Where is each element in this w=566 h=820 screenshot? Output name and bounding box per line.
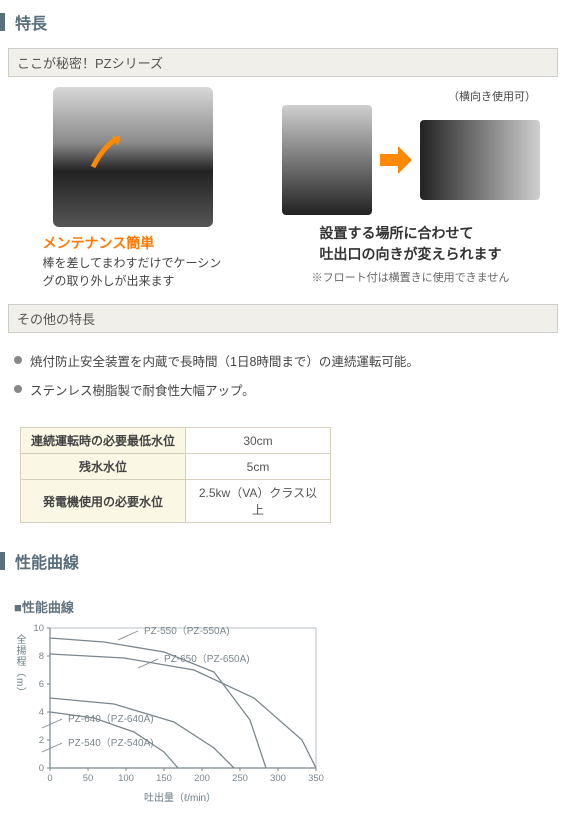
svg-text:10: 10: [33, 623, 44, 634]
section-title-performance: 性能曲線: [0, 543, 566, 579]
feature-left: メンテナンス簡単 棒を差してまわすだけでケーシングの取り外しが出来ます: [10, 87, 255, 290]
section-title-text: 特長: [15, 10, 47, 34]
maintenance-title: メンテナンス簡単: [43, 233, 223, 254]
right-feature-line2: 吐出口の向きが変えられます: [320, 244, 502, 265]
horizontal-note: （横向き使用可）: [448, 91, 536, 103]
section-title-text: 性能曲線: [15, 549, 79, 573]
chart-svg: 1086420050100150200250300350PZ-550（PZ-55…: [14, 620, 344, 800]
arrow-right-icon: [378, 142, 414, 178]
bullet-list: 焼付防止安全装置を内蔵で長時間（1日8時間まで）の連続運転可能。 ステンレス樹脂…: [0, 343, 566, 417]
right-feature-text: 設置する場所に合わせて 吐出口の向きが変えられます: [320, 223, 502, 265]
accent-bar: [0, 552, 5, 570]
svg-text:PZ-550（PZ-550A): PZ-550（PZ-550A): [144, 625, 230, 637]
bullet-text: 焼付防止安全装置を内蔵で長時間（1日8時間まで）の連続運転可能。: [30, 351, 419, 370]
svg-text:0: 0: [47, 773, 52, 784]
section-title-features: 特長: [0, 4, 566, 40]
accent-bar: [0, 13, 5, 31]
spec-label: 発電機使用の必要水位: [21, 480, 186, 523]
svg-text:0: 0: [39, 763, 44, 774]
chart-area: 1086420050100150200250300350PZ-550（PZ-55…: [14, 620, 344, 800]
sub-header-other: その他の特長: [8, 304, 558, 333]
performance-chart: ■性能曲線 1086420050100150200250300350PZ-550…: [0, 587, 566, 820]
maintenance-caption: メンテナンス簡単 棒を差してまわすだけでケーシングの取り外しが出来ます: [43, 233, 223, 290]
bullet-text: ステンレス樹脂製で耐食性大幅アップ。: [30, 380, 255, 399]
svg-text:150: 150: [156, 773, 172, 784]
svg-text:6: 6: [39, 679, 44, 690]
svg-text:50: 50: [83, 773, 94, 784]
right-images: [282, 105, 540, 215]
right-feature-small: ※フロート付は横置きに使用できません: [312, 269, 510, 285]
spec-table: 連続運転時の必要最低水位 30cm 残水水位 5cm 発電機使用の必要水位 2.…: [20, 427, 331, 523]
x-axis-label: 吐出量（ℓ/min）: [144, 789, 216, 804]
feature-right: （横向き使用可） 設置する場所に合わせて 吐出口の向きが変えられます ※フロート…: [255, 87, 556, 285]
spec-value: 2.5kw（VA）クラス以上: [186, 480, 331, 523]
table-row: 連続運転時の必要最低水位 30cm: [21, 428, 331, 454]
svg-text:350: 350: [308, 773, 324, 784]
curved-arrow-icon: [88, 132, 128, 172]
pump-image-left: [53, 87, 213, 227]
svg-text:4: 4: [39, 707, 44, 718]
svg-text:PZ-540（PZ-540A): PZ-540（PZ-540A): [68, 737, 154, 749]
svg-text:300: 300: [270, 773, 286, 784]
right-feature-line1: 設置する場所に合わせて: [320, 223, 502, 244]
sub-header-secret: ここが秘密！PZシリーズ: [8, 48, 558, 77]
bullet-item: ステンレス樹脂製で耐食性大幅アップ。: [14, 380, 552, 399]
spec-value: 30cm: [186, 428, 331, 454]
pump-horizontal-image: [420, 120, 540, 200]
svg-text:250: 250: [232, 773, 248, 784]
bullet-item: 焼付防止安全装置を内蔵で長時間（1日8時間まで）の連続運転可能。: [14, 351, 552, 370]
bullet-dot-icon: [14, 385, 22, 393]
svg-text:PZ-650（PZ-650A): PZ-650（PZ-650A): [164, 653, 250, 665]
spec-value: 5cm: [186, 454, 331, 480]
svg-text:200: 200: [194, 773, 210, 784]
bullet-dot-icon: [14, 356, 22, 364]
pump-vertical-image: [282, 105, 372, 215]
spec-label: 連続運転時の必要最低水位: [21, 428, 186, 454]
svg-text:2: 2: [39, 735, 44, 746]
svg-text:8: 8: [39, 651, 44, 662]
spec-label: 残水水位: [21, 454, 186, 480]
maintenance-desc: 棒を差してまわすだけでケーシングの取り外しが出来ます: [43, 254, 223, 290]
svg-text:100: 100: [118, 773, 134, 784]
y-axis-label: 全揚程（m）: [12, 634, 27, 698]
table-row: 発電機使用の必要水位 2.5kw（VA）クラス以上: [21, 480, 331, 523]
table-row: 残水水位 5cm: [21, 454, 331, 480]
chart-title: ■性能曲線: [14, 597, 552, 616]
feature-row: メンテナンス簡単 棒を差してまわすだけでケーシングの取り外しが出来ます （横向き…: [0, 87, 566, 304]
